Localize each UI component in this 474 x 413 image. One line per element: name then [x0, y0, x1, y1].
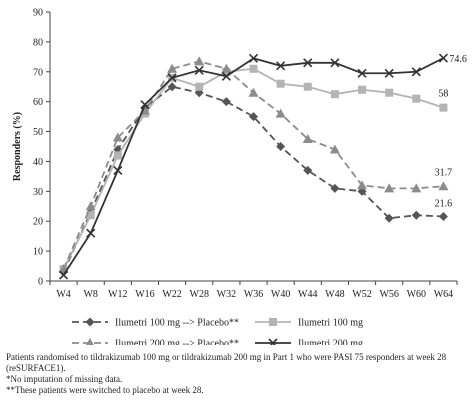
data-point: [439, 103, 448, 112]
chart-area: 0 10 20 30 40 50 60 70 80 90 W4 W8 W12 W16 W22 W28 W32 W3…: [12, 8, 467, 345]
x-tick-label: W40: [271, 289, 290, 300]
data-point: [85, 201, 96, 211]
x-tick-label: W36: [244, 289, 263, 300]
y-tick-label: 10: [33, 247, 43, 258]
end-value-label: 58: [438, 89, 448, 100]
legend-swatch-marker: [85, 317, 95, 327]
data-point: [276, 142, 286, 151]
x-tick-label: W22: [162, 289, 181, 300]
data-point: [112, 132, 123, 142]
legend-swatch-marker: [268, 338, 278, 345]
series-line: [62, 85, 444, 273]
data-point: [303, 82, 312, 91]
data-point: [330, 58, 340, 68]
legend-label: Ilumetri 100 mg --> Placebo**: [115, 318, 239, 329]
y-tick-label: 80: [33, 37, 43, 48]
y-tick-label: 30: [33, 187, 43, 198]
legend-label: Ilumetri 100 mg: [298, 318, 363, 329]
data-point: [438, 53, 448, 63]
data-point: [59, 270, 69, 280]
data-point: [411, 183, 422, 193]
data-point: [221, 63, 232, 73]
data-point: [86, 228, 96, 238]
data-point: [412, 94, 421, 103]
x-tick-label: W12: [108, 289, 127, 300]
x-tick-label: W16: [135, 289, 154, 300]
data-point: [249, 64, 258, 73]
footnote-switch: **These patients were switched to placeb…: [6, 385, 204, 395]
legend-label: Ilumetri 200 mg --> Placebo**: [115, 339, 239, 346]
data-point: [276, 61, 286, 71]
data-point: [221, 97, 231, 107]
data-point: [195, 82, 204, 91]
footnote-imputation: *No imputation of missing data.: [6, 374, 123, 384]
data-point: [330, 183, 340, 193]
x-tick-label: W48: [325, 289, 344, 300]
footnote-population: Patients randomised to tildrakizumab 100…: [6, 352, 447, 373]
data-point: [248, 87, 259, 97]
x-tick-label: W4: [56, 289, 70, 300]
data-point: [113, 165, 123, 175]
data-point: [194, 56, 205, 66]
data-point: [249, 112, 258, 122]
data-point: [358, 85, 367, 94]
data-point: [357, 180, 368, 190]
y-axis-label: Responders (%): [12, 112, 23, 181]
data-point: [194, 65, 204, 75]
x-tick-label: W56: [379, 289, 398, 300]
data-point: [329, 144, 340, 154]
data-point: [357, 68, 367, 78]
data-point: [330, 90, 339, 99]
end-value-label: 31.7: [435, 167, 453, 178]
footnotes: Patients randomised to tildrakizumab 100…: [6, 352, 468, 396]
data-point: [167, 82, 177, 92]
y-tick-label: 90: [33, 8, 43, 19]
data-point: [303, 165, 313, 175]
y-tick-label: 40: [33, 157, 43, 168]
series-line: [62, 67, 444, 270]
x-tick-label: W64: [434, 289, 453, 300]
end-value-label: 74.6: [449, 54, 467, 65]
data-point: [113, 151, 122, 160]
data-point: [275, 108, 286, 118]
data-point: [411, 210, 421, 220]
y-tick-label: 20: [33, 217, 43, 228]
data-point: [167, 63, 178, 73]
legend-swatch-marker: [86, 338, 94, 345]
x-tick-label: W52: [352, 289, 371, 300]
end-value-label: 21.6: [435, 198, 453, 209]
x-tick-label: W32: [217, 289, 236, 300]
data-point: [384, 68, 394, 78]
data-point: [248, 53, 259, 63]
y-tick-label: 0: [38, 277, 43, 288]
x-tick-label: W28: [190, 289, 209, 300]
y-tick-label: 70: [33, 67, 43, 78]
data-point: [438, 181, 449, 191]
data-point: [385, 88, 394, 97]
data-point: [86, 211, 95, 220]
data-point: [302, 134, 313, 144]
line-chart: 0 10 20 30 40 50 60 70 80 90 W4 W8 W12 W16 W22 W28 W32 W3…: [12, 8, 467, 346]
legend-swatch-marker: [269, 318, 277, 326]
data-point: [140, 100, 150, 110]
y-tick-label: 50: [33, 127, 43, 138]
x-tick-label: W8: [83, 289, 97, 300]
data-point: [276, 79, 285, 88]
x-tick-label: W60: [407, 289, 426, 300]
data-point: [221, 71, 231, 81]
data-point: [384, 213, 394, 223]
data-point: [303, 58, 313, 68]
legend-label: Ilumetri 200 mg: [298, 339, 363, 346]
y-tick-label: 60: [33, 97, 43, 108]
x-tick-label: W44: [298, 289, 317, 300]
data-point: [167, 73, 177, 83]
data-point: [411, 67, 421, 77]
data-point: [438, 211, 448, 221]
data-point: [384, 183, 395, 193]
